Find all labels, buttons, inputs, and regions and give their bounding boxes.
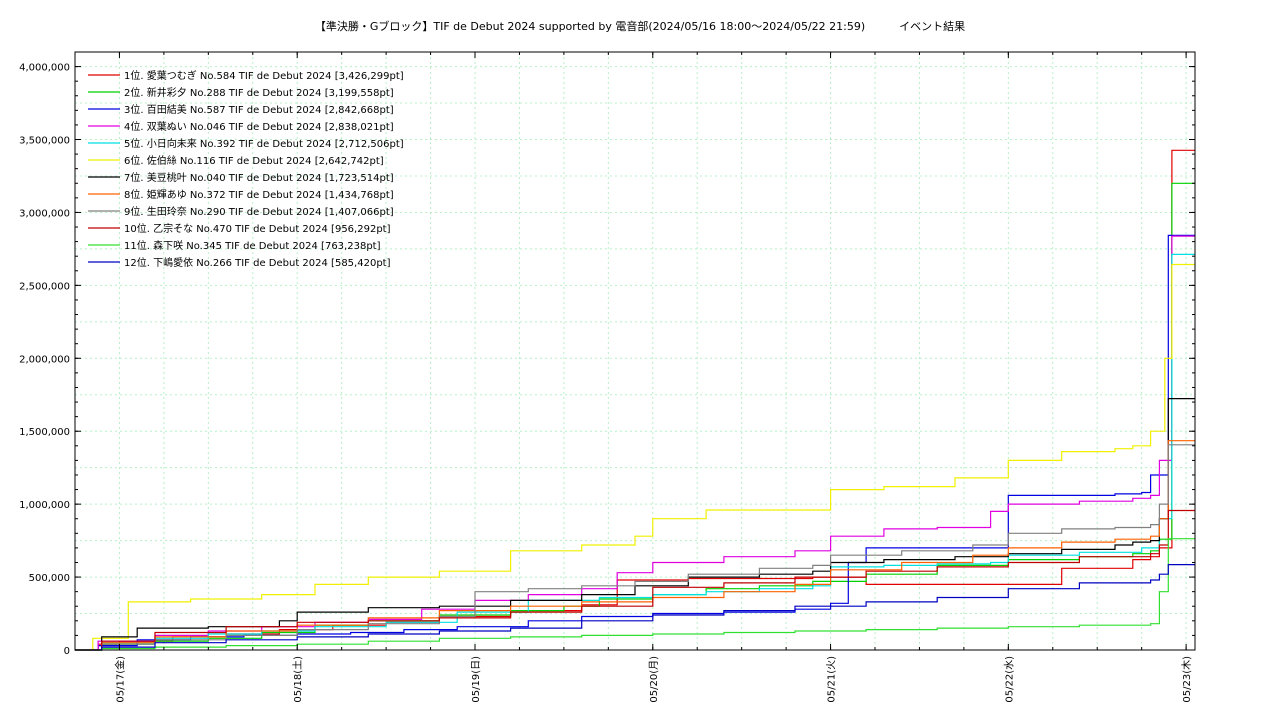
legend-label: 3位. 百田結美 No.587 TIF de Debut 2024 [2,842… xyxy=(124,103,394,116)
chart-title-bar: 【準決勝・Gブロック】TIF de Debut 2024 supported b… xyxy=(0,18,1280,34)
series-line-6 xyxy=(75,263,1195,651)
plot-frame xyxy=(74,51,1196,651)
y-tick-label: 2,000,000 xyxy=(19,354,70,365)
y-tick-label: 2,500,000 xyxy=(19,281,70,292)
series-layer xyxy=(75,149,1195,651)
chart-title: 【準決勝・Gブロック】TIF de Debut 2024 supported b… xyxy=(314,20,866,33)
y-tick-label: 1,000,000 xyxy=(19,500,70,511)
series-line-11 xyxy=(75,538,1195,651)
series-line-10 xyxy=(75,509,1195,651)
legend-label: 4位. 双葉ぬい No.046 TIF de Debut 2024 [2,838… xyxy=(124,120,394,133)
y-tick-label: 0 xyxy=(64,646,70,657)
legend-label: 1位. 愛葉つむぎ No.584 TIF de Debut 2024 [3,42… xyxy=(124,69,404,82)
y-tick-label: 1,500,000 xyxy=(19,427,70,438)
axis-layer: 0 500,000 1,000,000 1,500,000 2,000,000 2,500… xyxy=(19,51,1195,703)
x-tick-label: 05/17(金) xyxy=(113,656,126,703)
series-line-7 xyxy=(75,398,1195,651)
legend-label: 8位. 姫輝あゆ No.372 TIF de Debut 2024 [1,434… xyxy=(124,188,394,201)
y-tick-label: 500,000 xyxy=(29,573,70,584)
legend-label: 2位. 新井彩夕 No.288 TIF de Debut 2024 [3,199… xyxy=(124,86,394,99)
x-tick-label: 05/20(月) xyxy=(648,656,660,703)
legend-label: 5位. 小日向未来 No.392 TIF de Debut 2024 [2,71… xyxy=(124,137,404,150)
legend: 1位. 愛葉つむぎ No.584 TIF de Debut 2024 [3,42… xyxy=(88,69,404,269)
x-tick-label: 05/23(木) xyxy=(1181,656,1193,703)
y-tick-label: 3,500,000 xyxy=(19,136,70,147)
series-line-9 xyxy=(75,444,1195,651)
chart-subtitle: イベント結果 xyxy=(899,20,966,33)
legend-label: 12位. 下嶋愛依 No.266 TIF de Debut 2024 [585,… xyxy=(124,256,391,269)
x-tick-label: 05/18(土) xyxy=(291,656,304,703)
legend-label: 10位. 乙宗そな No.470 TIF de Debut 2024 [956,… xyxy=(124,222,391,235)
legend-label: 11位. 森下咲 No.345 TIF de Debut 2024 [763,2… xyxy=(124,239,381,252)
legend-label: 6位. 佐伯絲 No.116 TIF de Debut 2024 [2,642,… xyxy=(124,154,384,167)
x-tick-label: 05/22(水) xyxy=(1003,656,1015,703)
x-tick-label: 05/21(火) xyxy=(826,656,838,703)
x-tick-label: 05/19(日) xyxy=(471,656,482,703)
series-line-12 xyxy=(75,564,1195,651)
y-tick-label: 3,000,000 xyxy=(19,208,70,219)
legend-label: 9位. 生田玲奈 No.290 TIF de Debut 2024 [1,407… xyxy=(124,205,394,218)
series-line-8 xyxy=(75,440,1195,651)
y-tick-label: 4,000,000 xyxy=(19,63,70,74)
legend-label: 7位. 美豆桃叶 No.040 TIF de Debut 2024 [1,723… xyxy=(124,171,394,184)
